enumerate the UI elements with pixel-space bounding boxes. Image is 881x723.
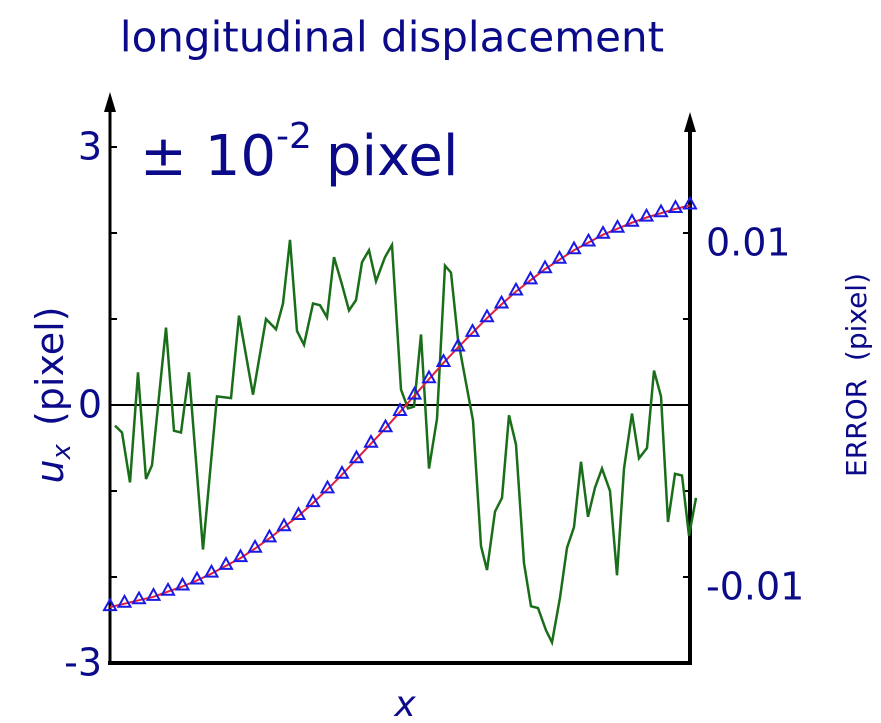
triangle-marker xyxy=(551,249,568,264)
triangle-marker xyxy=(392,402,408,416)
y2-tick-label: -0.01 xyxy=(706,565,804,609)
y2-axis-arrow xyxy=(684,112,696,132)
annotation-superscript: -2 xyxy=(276,116,312,157)
triangle-marker xyxy=(305,493,321,508)
triangle-marker xyxy=(595,224,611,239)
series-line xyxy=(109,204,691,609)
y-axis-arrow xyxy=(104,92,116,112)
triangle-marker xyxy=(609,218,626,233)
triangle-marker xyxy=(290,506,307,521)
triangle-marker xyxy=(522,270,539,285)
y-axis-label: ux (pixel) xyxy=(28,306,77,483)
triangle-marker xyxy=(464,322,481,337)
triangle-marker xyxy=(218,556,234,570)
triangle-marker xyxy=(580,232,597,247)
triangle-marker xyxy=(116,593,133,608)
annotation-suffix: pixel xyxy=(326,124,459,189)
triangle-marker xyxy=(566,240,582,255)
y-label-main: u xyxy=(28,459,72,483)
triangle-marker xyxy=(160,581,176,596)
triangle-marker xyxy=(537,259,553,274)
triangle-marker xyxy=(653,203,669,218)
annotation-text: ± 10 xyxy=(140,124,276,189)
triangle-marker xyxy=(131,590,147,605)
triangle-marker xyxy=(638,207,655,222)
triangle-marker xyxy=(363,433,379,448)
triangle-marker xyxy=(203,563,220,578)
y-tick-label: -3 xyxy=(64,641,102,685)
y-tick-label: 0 xyxy=(78,383,102,427)
y2-axis-label: ERROR (pixel) xyxy=(840,273,873,477)
triangle-marker xyxy=(493,294,510,309)
triangle-marker xyxy=(682,195,698,210)
triangle-marker xyxy=(334,464,350,479)
chart-title: longitudinal displacement xyxy=(120,13,664,62)
triangle-marker xyxy=(174,576,191,591)
y-label-unit: (pixel) xyxy=(28,306,72,426)
triangle-marker xyxy=(479,308,495,323)
triangle-marker xyxy=(232,548,249,563)
y2-tick-label: 0.01 xyxy=(706,221,791,265)
triangle-marker xyxy=(435,353,452,367)
y-tick-label: 3 xyxy=(78,125,102,169)
triangle-marker xyxy=(508,281,524,296)
triangle-marker xyxy=(348,449,365,464)
triangle-marker xyxy=(421,369,437,384)
triangle-marker xyxy=(189,570,205,585)
y-label-subscript: x xyxy=(47,443,77,460)
triangle-marker xyxy=(261,528,278,543)
triangle-marker xyxy=(319,479,336,494)
triangle-marker xyxy=(276,517,292,532)
triangle-marker xyxy=(247,538,263,553)
triangle-marker xyxy=(377,418,394,433)
triangle-marker xyxy=(145,587,162,601)
triangle-marker xyxy=(406,385,423,400)
annotation: ± 10-2 pixel xyxy=(140,116,458,189)
triangle-marker xyxy=(450,337,466,352)
triangle-marker xyxy=(102,597,118,612)
triangle-marker xyxy=(667,199,684,213)
x-axis-label: x xyxy=(393,684,416,723)
triangle-marker xyxy=(624,212,640,227)
series-line xyxy=(114,239,698,647)
